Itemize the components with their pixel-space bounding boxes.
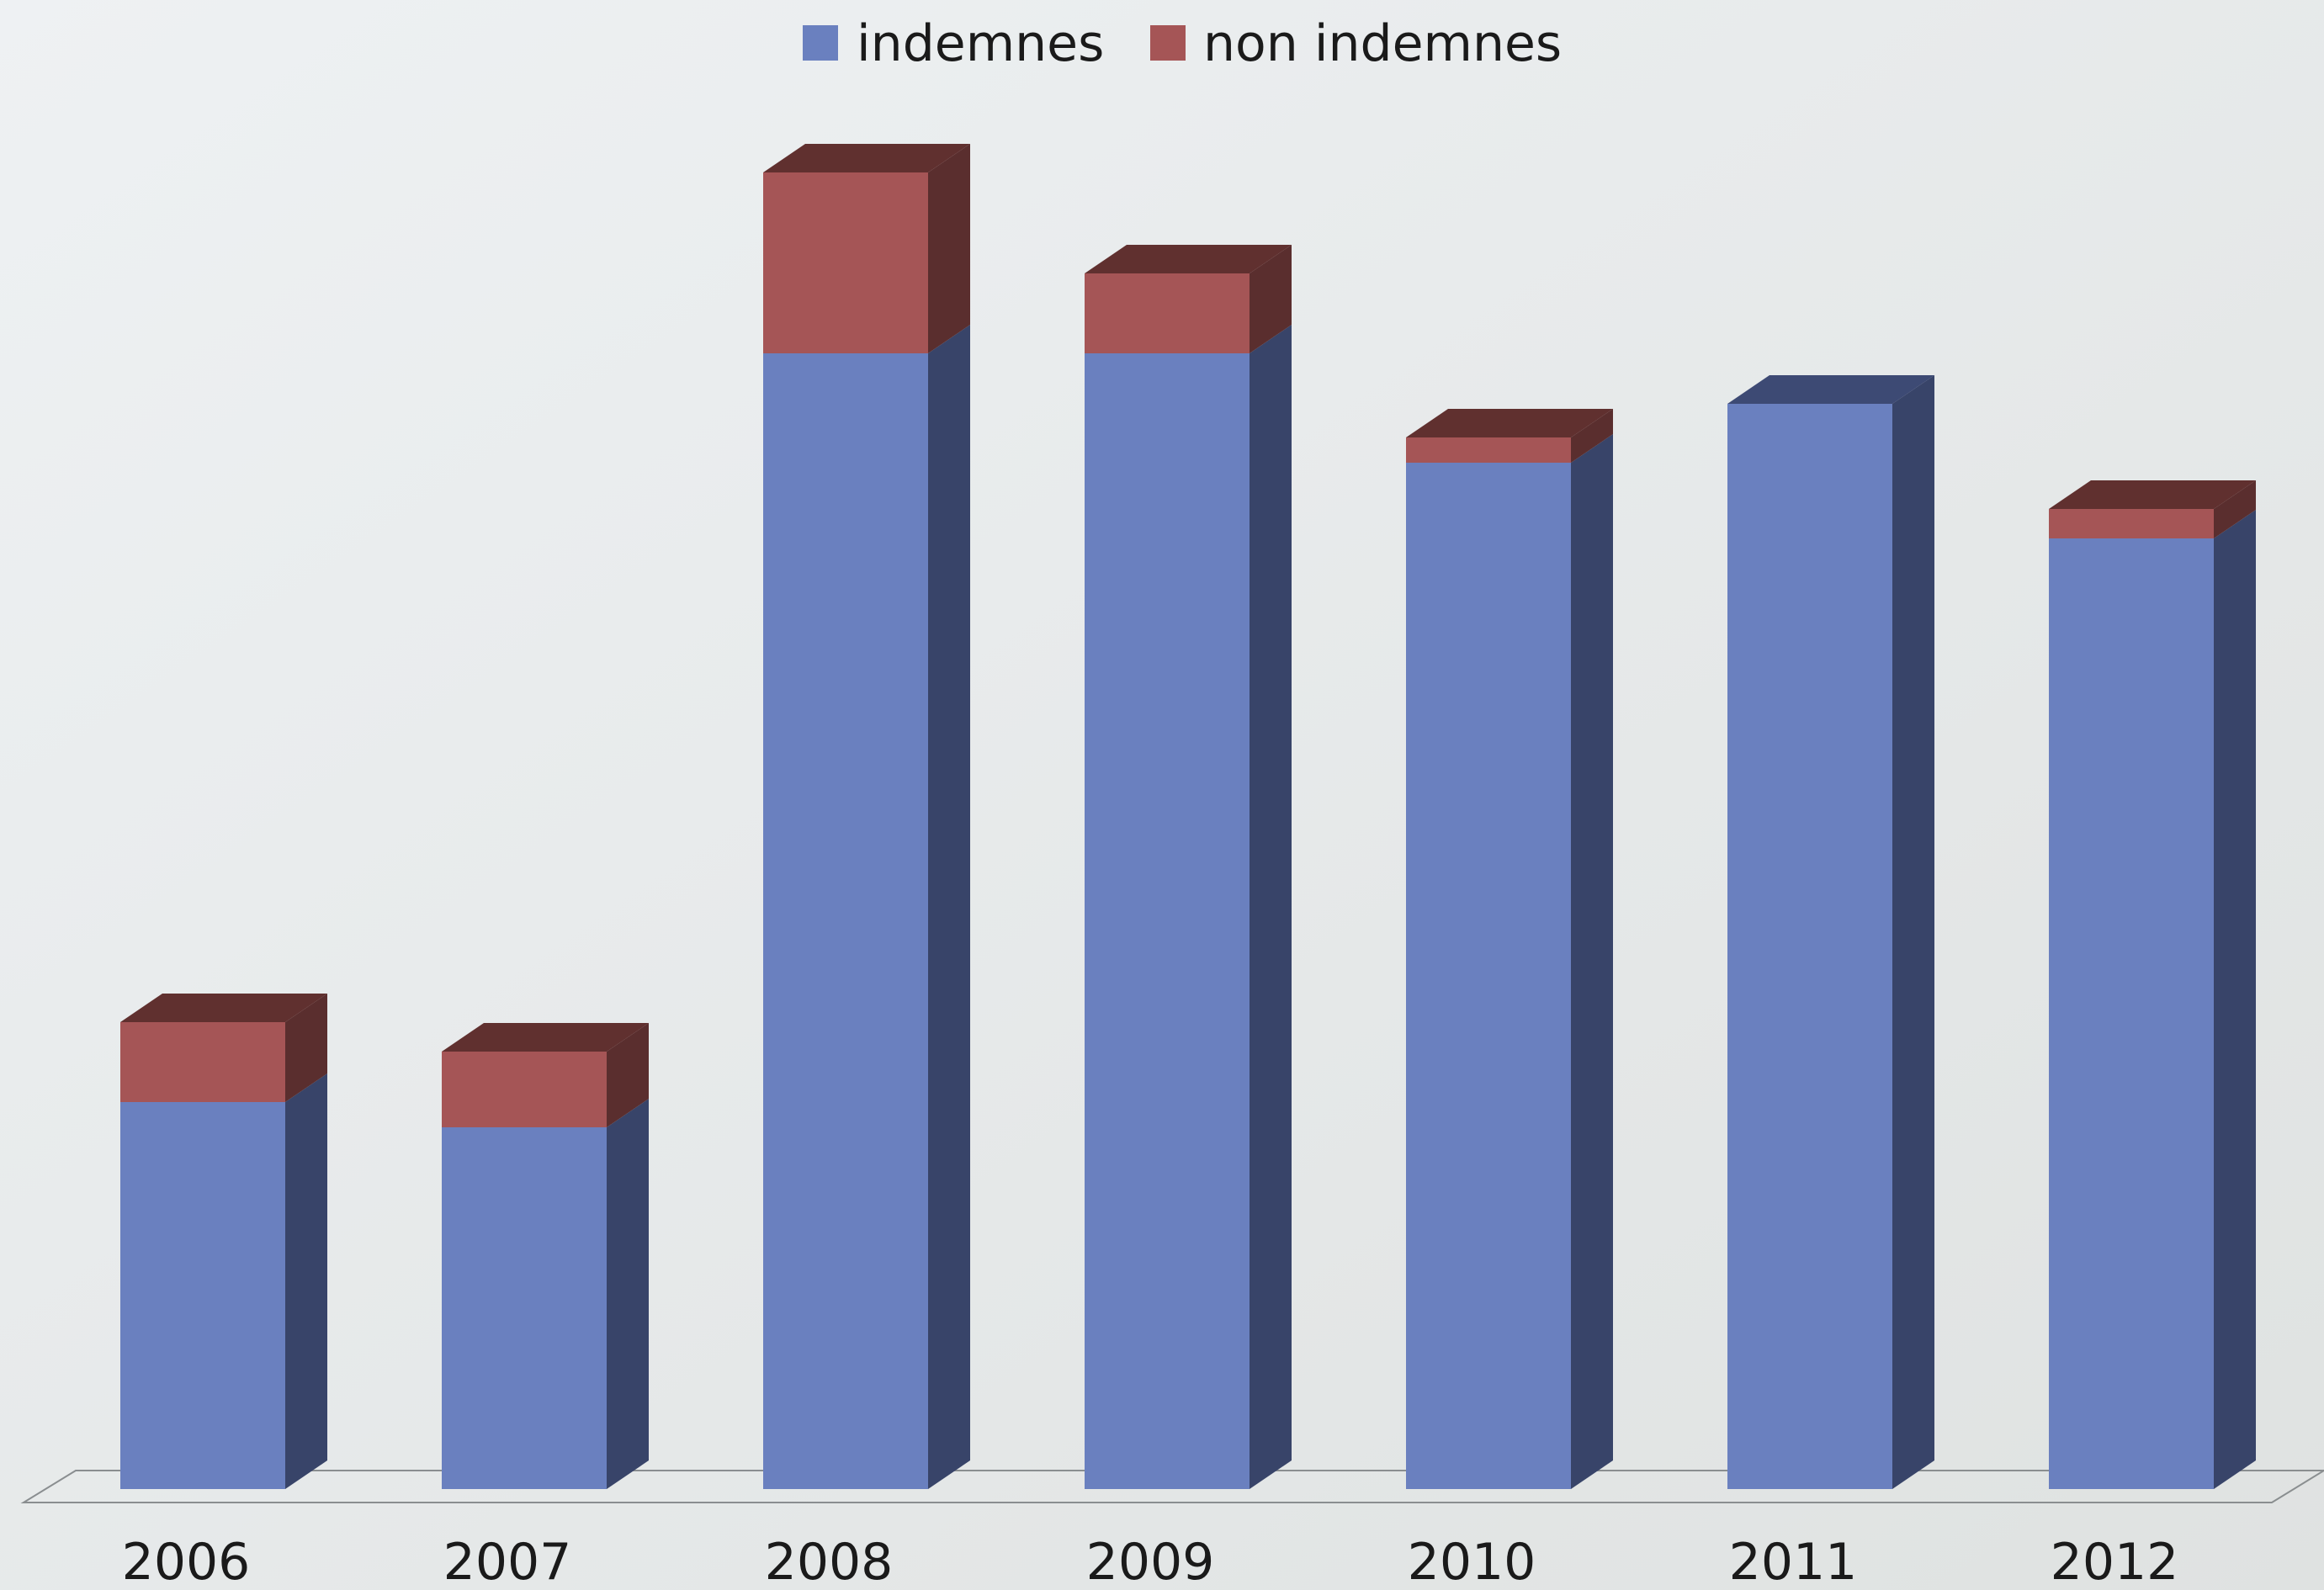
chart-floor [20,1470,2324,1503]
bar-front-indemnes-2008 [763,353,928,1489]
bar-non-indemnes-2009 [1085,245,1292,353]
legend-label-non-indemnes: non indemnes [1203,14,1562,73]
x-tick-label-2006: 2006 [122,1533,251,1590]
bar-side-indemnes-2007 [607,1099,649,1489]
bar-top-indemnes-2011 [1727,375,1934,404]
bar-indemnes-2009 [1085,325,1292,1489]
bar-front-indemnes-2006 [120,1102,285,1489]
x-axis-tick-labels: 2006 2007 2008 2009 2010 2011 2012 [122,1533,2179,1590]
bar-non-indemnes-2012 [2049,480,2256,538]
bar-non-indemnes-2006 [120,994,327,1102]
bar-indemnes-2006 [120,1073,327,1489]
bar-front-non-indemnes-2006 [120,1022,285,1102]
bar-non-indemnes-2008 [763,144,970,353]
bar-indemnes-2011 [1727,375,1934,1489]
legend: indemnes non indemnes [803,14,1562,73]
bar-side-non-indemnes-2007 [607,1023,649,1127]
bar-top-non-indemnes-2007 [442,1023,649,1052]
bar-front-non-indemnes-2010 [1406,437,1571,463]
bar-side-indemnes-2006 [285,1073,327,1489]
bar-indemnes-2012 [2049,510,2256,1489]
bar-front-indemnes-2009 [1085,353,1250,1489]
bar-front-indemnes-2012 [2049,538,2214,1489]
bar-side-non-indemnes-2010 [1571,409,1613,463]
bar-indemnes-2007 [442,1099,649,1489]
legend-label-indemnes: indemnes [857,14,1104,73]
bar-front-non-indemnes-2009 [1085,273,1250,353]
bar-side-indemnes-2009 [1250,325,1292,1489]
bar-top-non-indemnes-2008 [763,144,970,172]
bar-top-non-indemnes-2009 [1085,245,1292,273]
bar-side-indemnes-2012 [2214,510,2256,1489]
bar-side-indemnes-2010 [1571,434,1613,1489]
bar-front-non-indemnes-2008 [763,172,928,353]
bar-side-indemnes-2008 [928,325,970,1489]
bars-group [120,144,2256,1489]
bar-side-non-indemnes-2006 [285,994,327,1102]
bar-top-non-indemnes-2010 [1406,409,1613,437]
bar-side-non-indemnes-2008 [928,144,970,353]
bar-side-indemnes-2011 [1892,375,1934,1489]
x-tick-label-2011: 2011 [1729,1533,1858,1590]
bar-front-non-indemnes-2007 [442,1052,607,1127]
x-tick-label-2009: 2009 [1086,1533,1215,1590]
bar-indemnes-2008 [763,325,970,1489]
bar-non-indemnes-2007 [442,1023,649,1127]
bar-front-indemnes-2010 [1406,463,1571,1489]
bar-side-non-indemnes-2009 [1250,245,1292,353]
x-tick-label-2007: 2007 [443,1533,572,1590]
bar-side-non-indemnes-2012 [2214,480,2256,538]
x-tick-label-2008: 2008 [765,1533,894,1590]
x-tick-label-2010: 2010 [1408,1533,1536,1590]
legend-swatch-indemnes [803,25,838,61]
bar-top-non-indemnes-2006 [120,994,327,1022]
bar-front-non-indemnes-2012 [2049,509,2214,538]
bar-front-indemnes-2011 [1727,404,1892,1489]
legend-swatch-non-indemnes [1150,25,1186,61]
x-tick-label-2012: 2012 [2051,1533,2179,1590]
bar-top-non-indemnes-2012 [2049,480,2256,509]
bar-front-indemnes-2007 [442,1127,607,1489]
bar-indemnes-2010 [1406,434,1613,1489]
bar-non-indemnes-2010 [1406,409,1613,463]
